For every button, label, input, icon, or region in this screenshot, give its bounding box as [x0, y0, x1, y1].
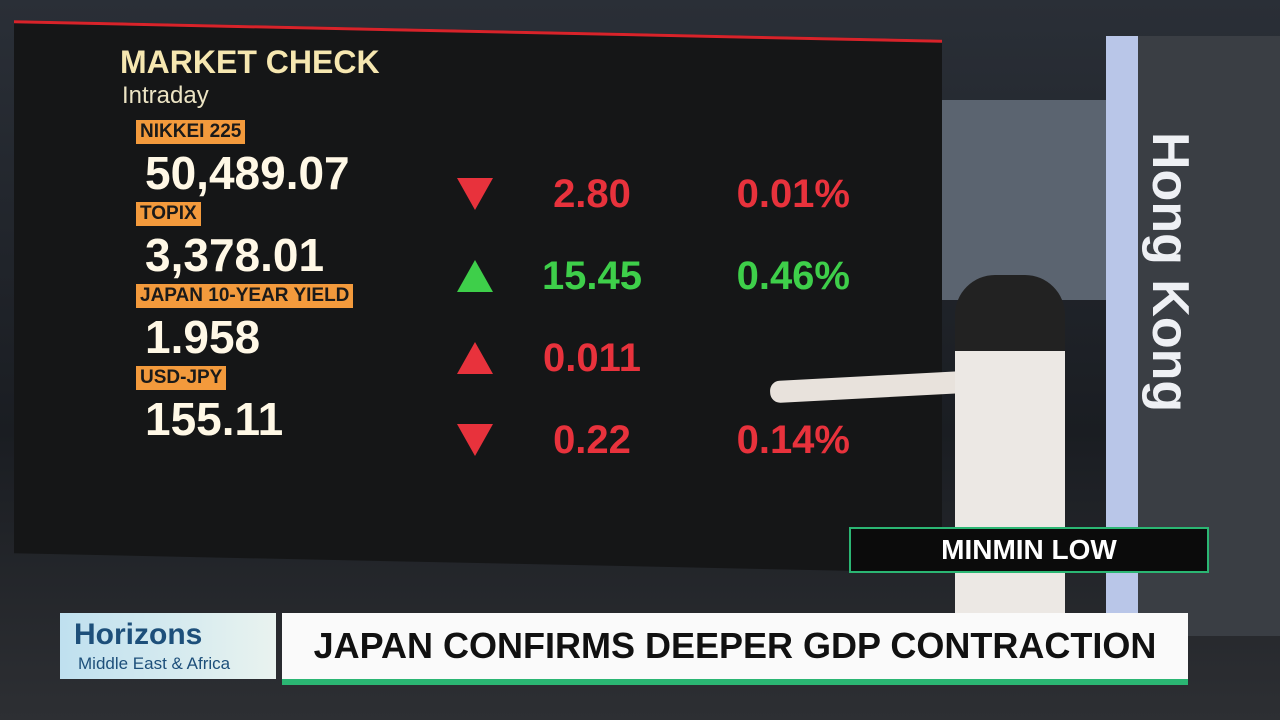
direction-arrow [457, 342, 493, 374]
show-logo [60, 613, 276, 679]
row-value: 50,489.07 [145, 147, 350, 199]
direction-arrow [457, 260, 493, 292]
row-change: 15.45 [541, 254, 643, 298]
direction-arrow [457, 424, 493, 456]
row-change: 0.011 [543, 336, 641, 380]
arrow-shape [457, 424, 493, 456]
location: Hong Kong [1141, 132, 1199, 413]
row-percent: 0.46% [736, 254, 850, 298]
row-change: 2.80 [553, 172, 631, 216]
row-percent: 0.14% [736, 418, 850, 462]
arrow-shape [457, 178, 493, 210]
direction-arrow [457, 178, 493, 210]
show-region: Middle East & Africa [78, 654, 231, 673]
headline-bar [282, 613, 1188, 685]
arrow-shape [457, 260, 493, 292]
row-label: USD-JPY [136, 366, 227, 390]
row-value: 155.11 [145, 393, 284, 445]
light-pillar [1106, 36, 1138, 616]
row-label: JAPAN 10-YEAR YIELD [136, 284, 354, 308]
row-change: 0.22 [553, 418, 631, 462]
row-label: NIKKEI 225 [136, 120, 246, 144]
row-label: TOPIX [136, 202, 201, 226]
video-wall [942, 100, 1107, 300]
row-percent: 0.01% [736, 172, 850, 216]
presenter-name: MINMIN LOW [849, 527, 1209, 573]
show-name: Horizons [74, 618, 203, 651]
row-value: 1.958 [145, 311, 261, 363]
arrow-shape [457, 342, 493, 374]
screen-title: MARKET CHECK [120, 44, 380, 80]
headline: JAPAN CONFIRMS DEEPER GDP CONTRACTION [313, 625, 1157, 666]
screen-subtitle: Intraday [122, 82, 209, 109]
row-value: 3,378.01 [145, 229, 325, 281]
